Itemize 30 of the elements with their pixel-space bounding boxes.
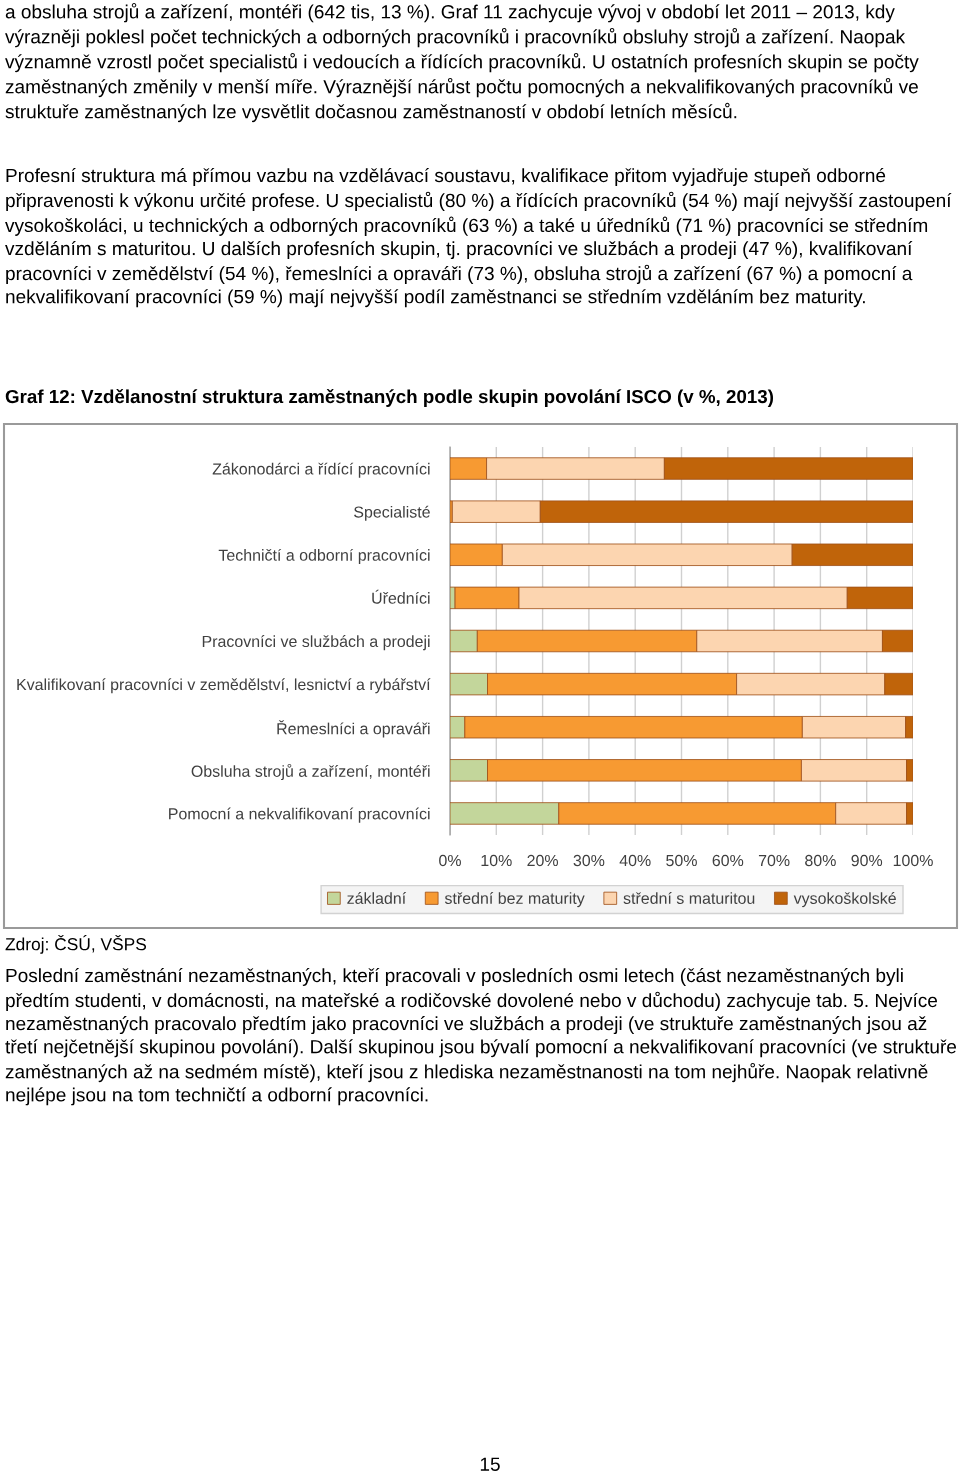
y-tick-label: Řemeslníci a opraváři xyxy=(277,720,430,738)
y-tick-label: Zákonodárci a řídící pracovníci xyxy=(212,462,430,478)
x-tick-label: 80% xyxy=(805,854,836,867)
y-tick-label: Pracovníci ve službách a prodeji xyxy=(202,635,430,651)
legend-label: vysokoškolské xyxy=(793,892,896,908)
x-tick-label: 40% xyxy=(619,854,651,867)
x-tick-label: 90% xyxy=(851,854,883,867)
y-tick-label: Kvalifikovaní pracovníci v zemědělství, lesnictví a rybářství xyxy=(17,678,431,694)
x-tick-label: 30% xyxy=(573,854,605,867)
x-tick-label: 70% xyxy=(758,854,790,867)
y-tick-label: Pomocní a nekvalifikovaní pracovníci xyxy=(169,807,430,823)
text: Poslední zaměstnání nezaměstnaných, kteří pracovali v posledních osmi letech (část nezaměstnaných byli předtím studenti, v domácnosti, na mateřské a rodičovské dovolené nebo v důchodu) zachycuje tab. 5. Nejvíce nezaměstnaných pracovalo předtím jako pracovníci ve službách a prodeji (ve struktuře zaměstnaných jsou až třetí nejčetnější skupinou povolání). Další skupinou jsou bývalí pomocní a nekvalifikovaní pracovníci (ve struktuře zaměstnaných až na sedmém místě), kteří jsou z hlediska nezaměstnanosti na tom nejhůře. Naopak relativně nejlépe jsou na tom techničtí a odborní pracovníci. xyxy=(5,968,957,1106)
y-tick-label: Obsluha strojů a zařízení, montéři xyxy=(191,763,430,781)
chart-title: Graf 12: Vzdělanostní struktura zaměstnaných podle skupin povolání ISCO (v %, 2013) xyxy=(5,389,774,407)
legend-label: základní xyxy=(347,892,407,904)
y-tick-label: Techničtí a odborní pracovníci xyxy=(218,548,430,564)
legend-label: střední bez maturity xyxy=(444,892,585,908)
x-tick-label: 60% xyxy=(712,854,744,867)
text: 15 xyxy=(480,1457,500,1471)
y-tick-label: Úředníci xyxy=(372,589,430,604)
x-tick-label: 0% xyxy=(439,854,461,867)
text: a obsluha strojů a zařízení, montéři (642 tis, 13 %). Graf 11 zachycuje vývoj v období let 2011 – 2013, kdy výrazněji poklesl počet technických a odborných pracovníků i pracovníků obsluhy strojů a zařízení. Naopak významně vzrostl počet specialistů i vedoucích a řídících pracovníků. U ostatních profesních skupin se počty zaměstnaných změnily v menší míře. Výraznější nárůst počtu pomocných a nekvalifikovaných pracovníků ve struktuře zaměstnaných lze vysvětlit dočasnou zaměstnaností v období letních měsíců. xyxy=(5,3,919,123)
x-tick-label: 100% xyxy=(893,854,933,867)
text: Profesní struktura má přímou vazbu na vzdělávací soustavu, kvalifikace přitom vyjadřuje stupeň odborné připravenosti k výkonu určité profese. U specialistů (80 %) a řídících pracovníků (54 %) mají nejvyšší zastoupení vysokoškoláci, u technických a odborných pracovníků (63 %) a také u úředníků (71 %) pracovníci se středním vzděláním s maturitou. U dalších profesních skupin, tj. pracovníci ve službách a prodeji (47 %), kvalifikovaní pracovníci v zemědělství (54 %), řemeslníci a opraváři (73 %), obsluha strojů a zařízení (67 %) a pomocní a nekvalifikovaní pracovníci (59 %) mají nejvyšší podíl zaměstnanci se středním vzděláním bez maturity. xyxy=(5,168,952,308)
x-tick-label: 50% xyxy=(666,854,697,867)
legend-label: střední s maturitou xyxy=(623,892,755,904)
text: Zdroj: ČSÚ, VŠPS xyxy=(5,935,147,954)
x-tick-label: 20% xyxy=(527,854,559,867)
y-tick-label: Specialisté xyxy=(354,505,430,521)
x-tick-label: 10% xyxy=(481,854,512,867)
